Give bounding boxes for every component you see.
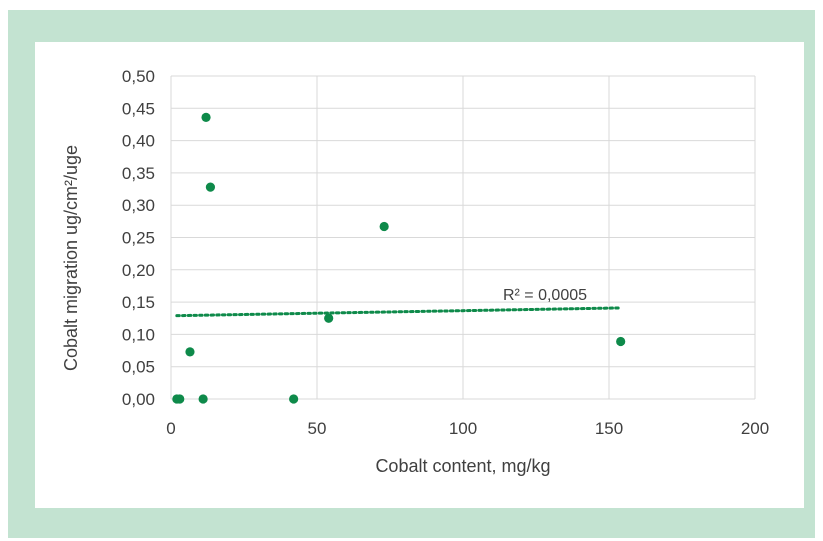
y-axis-title: Cobalt migration ug/cm²/uge [61,145,81,371]
chart-panel [35,42,804,508]
y-tick-label: 0,05 [122,358,155,377]
y-tick-label: 0,50 [122,67,155,86]
x-axis-title: Cobalt content, mg/kg [375,456,550,476]
data-point [198,394,208,404]
x-tick-label: 100 [449,419,477,438]
y-tick-label: 0,35 [122,164,155,183]
y-tick-label: 0,10 [122,325,155,344]
data-point [201,112,211,122]
y-tick-labels: 0,00 0,05 0,10 0,15 0,20 0,25 0,30 0,35 0,40 0,45… [122,67,155,409]
data-point [185,347,195,357]
x-tick-label: 200 [741,419,769,438]
trendline [175,306,623,318]
x-tick-label: 0 [166,419,175,438]
data-point [205,182,216,192]
data-point [324,313,334,323]
data-point [616,336,626,347]
data-point [175,394,185,404]
data-point [379,221,389,232]
data-points [172,112,626,404]
y-tick-label: 0,20 [122,261,155,280]
y-tick-label: 0,25 [122,229,155,248]
x-tick-labels: 0 50 100 150 200 [166,419,769,438]
x-tick-label: 50 [308,419,327,438]
y-tick-label: 0,45 [122,99,155,118]
trendline-group [175,306,623,318]
y-tick-label: 0,40 [122,132,155,151]
y-tick-label: 0,00 [122,390,155,409]
x-tick-label: 150 [595,419,623,438]
gridlines [170,75,756,400]
y-tick-label: 0,30 [122,196,155,215]
data-point [289,394,299,404]
y-tick-label: 0,15 [122,293,155,312]
r-squared-label: R² = 0,0005 [503,287,587,304]
